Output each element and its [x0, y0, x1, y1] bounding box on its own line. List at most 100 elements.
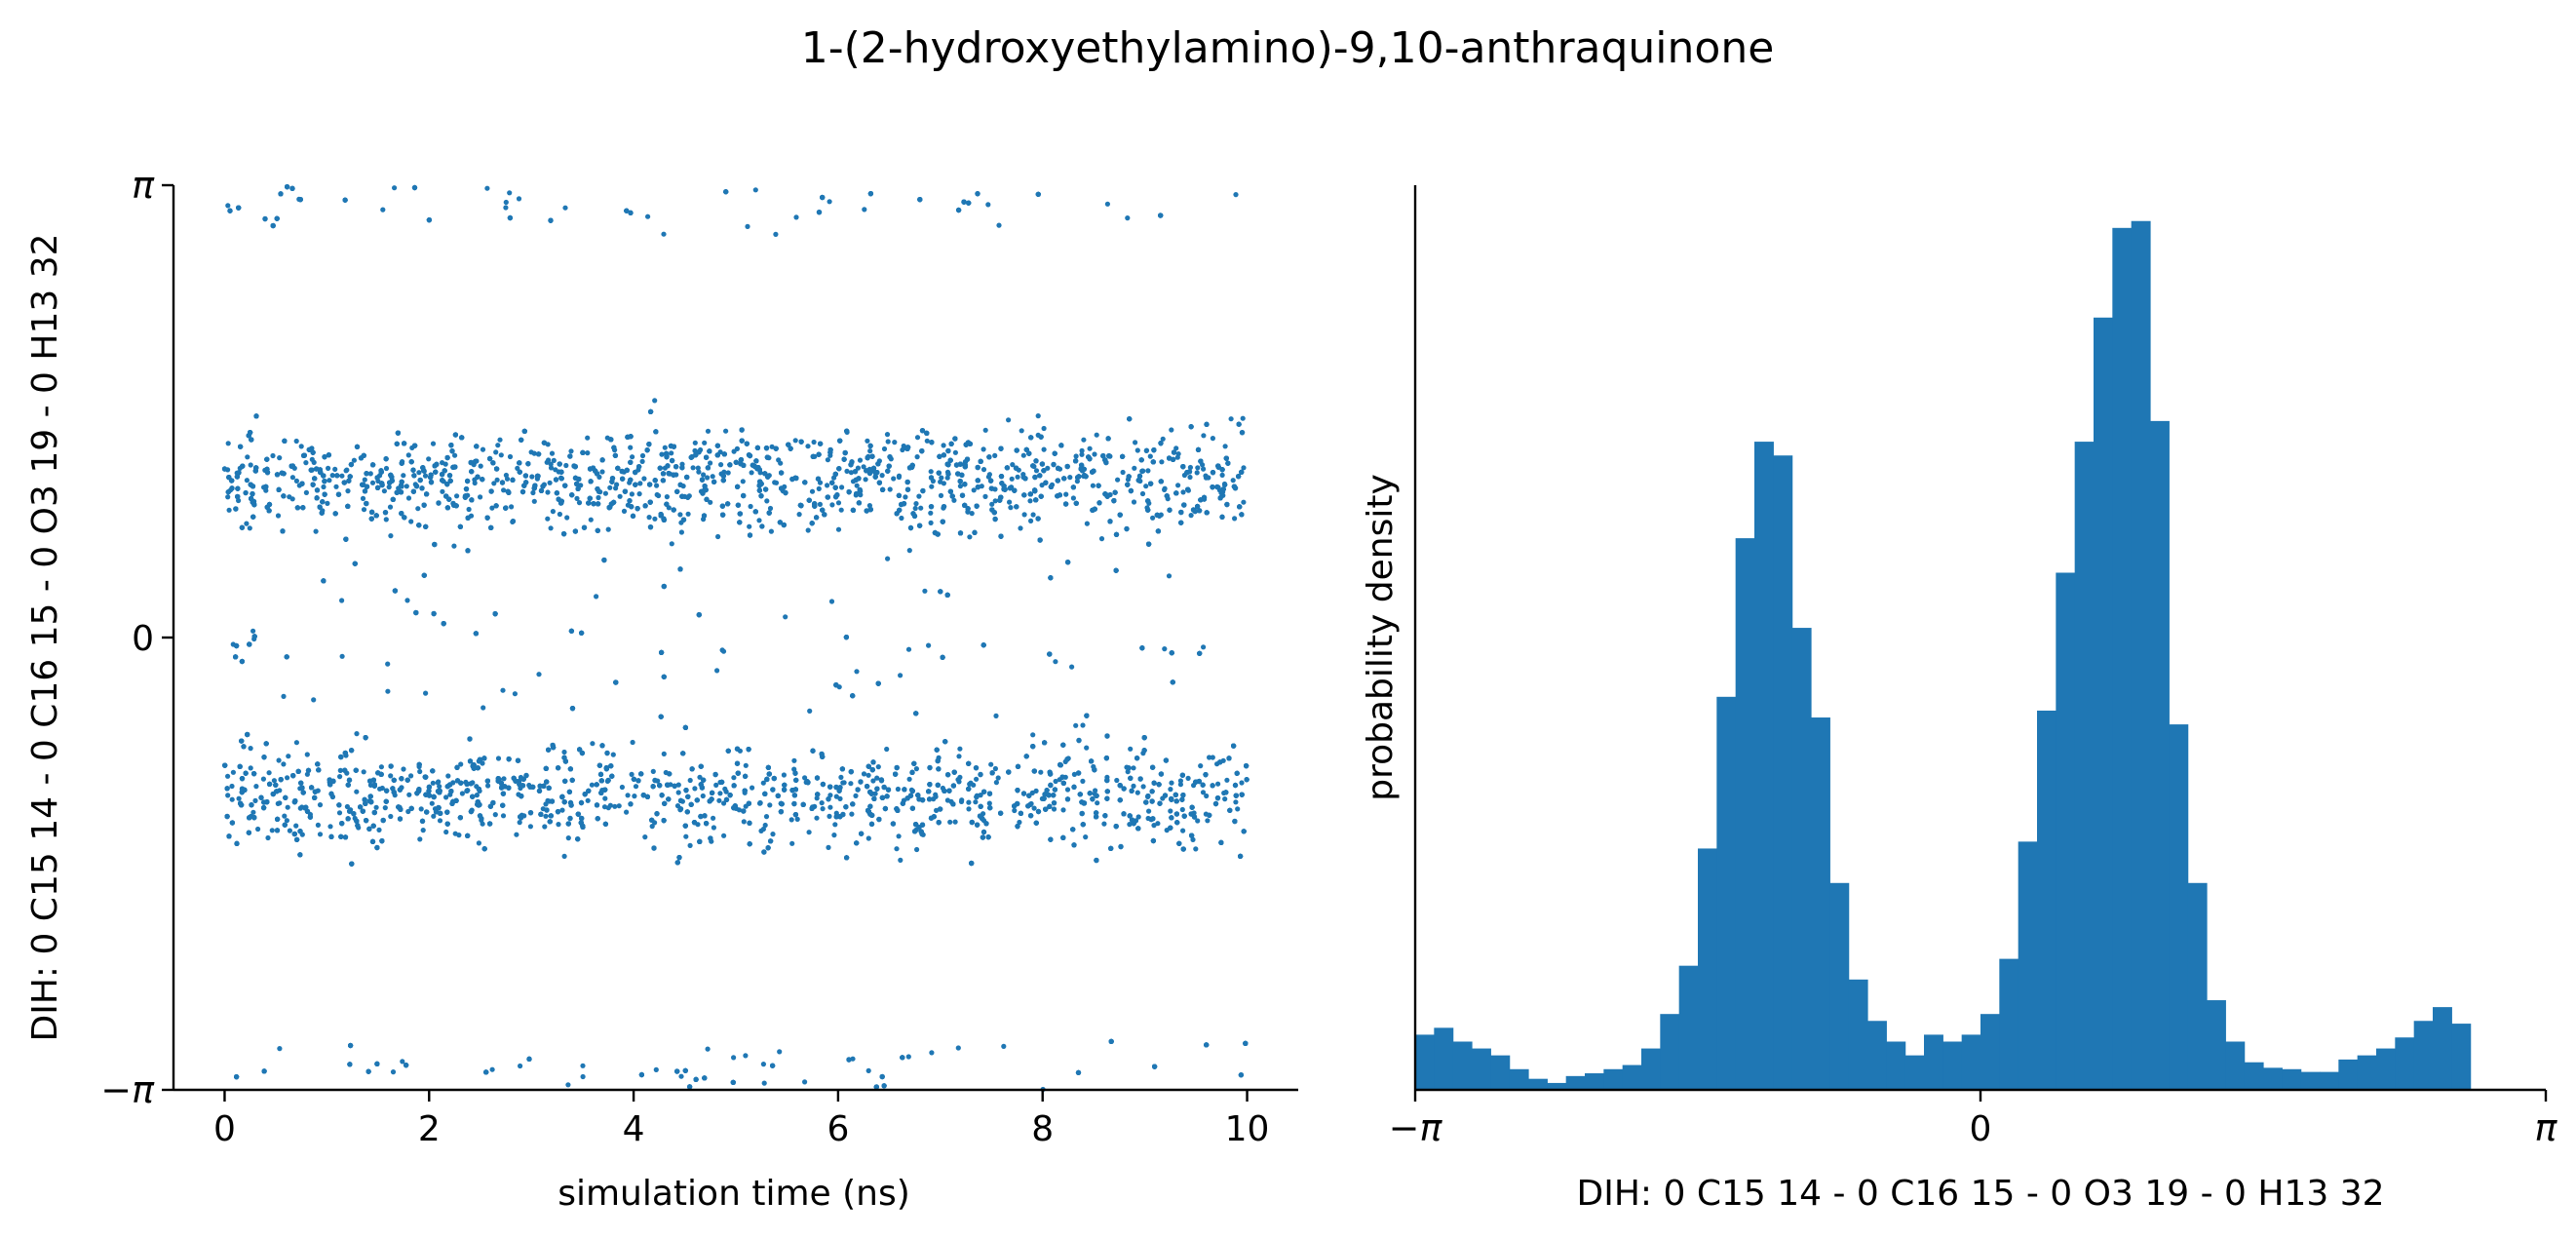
scatter-point	[952, 449, 959, 455]
scatter-point	[858, 492, 864, 498]
scatter-point	[695, 465, 701, 471]
scatter-point	[367, 782, 373, 789]
scatter-point	[561, 749, 567, 755]
scatter-point	[270, 452, 276, 459]
scatter-point	[236, 497, 242, 504]
scatter-point	[768, 528, 775, 534]
scatter-point	[333, 484, 339, 489]
scatter-point	[1173, 445, 1179, 451]
scatter-point	[271, 778, 277, 784]
scatter-point	[796, 512, 802, 518]
scatter-point	[229, 783, 235, 790]
scatter-point	[1101, 821, 1107, 827]
scatter-point	[329, 473, 335, 479]
scatter-point	[914, 435, 921, 441]
scatter-point	[281, 761, 287, 767]
scatter-point	[529, 474, 535, 480]
scatter-point	[848, 470, 855, 476]
scatter-point	[327, 824, 333, 830]
scatter-point	[692, 786, 698, 792]
scatter-point	[1175, 451, 1181, 457]
scatter-point	[286, 754, 291, 759]
scatter-point	[933, 794, 939, 799]
scatter-point	[1128, 746, 1134, 752]
scatter-point	[1150, 515, 1156, 521]
scatter-point	[602, 795, 608, 801]
scatter-point	[1132, 465, 1137, 471]
scatter-point	[944, 475, 950, 481]
scatter-point	[697, 774, 703, 780]
scatter-point	[973, 799, 979, 805]
scatter-point	[1162, 646, 1168, 652]
scatter-point	[969, 511, 975, 517]
scatter-point	[692, 440, 698, 445]
scatter-point	[493, 449, 499, 455]
scatter-point	[507, 453, 514, 460]
scatter-point	[731, 775, 737, 781]
scatter-point	[501, 776, 507, 782]
scatter-point	[480, 446, 486, 452]
scatter-point	[776, 457, 782, 463]
scatter-point	[452, 831, 458, 836]
scatter-point	[1210, 436, 1215, 442]
scatter-point	[236, 795, 242, 801]
scatter-point	[1194, 470, 1200, 476]
scatter-point	[317, 832, 324, 837]
scatter-point	[1131, 499, 1137, 505]
scatter-point	[838, 774, 844, 781]
scatter-point	[849, 811, 855, 817]
scatter-point	[1169, 780, 1174, 786]
scatter-point	[993, 713, 999, 719]
scatter-point	[957, 746, 963, 752]
scatter-point	[630, 454, 635, 460]
scatter-point	[988, 761, 994, 767]
scatter-point	[979, 484, 984, 489]
scatter-point	[905, 646, 912, 652]
scatter-point	[339, 653, 345, 659]
scatter-point	[827, 199, 832, 205]
scatter-point	[1222, 444, 1228, 449]
scatter-point	[315, 822, 321, 829]
scatter-point	[1233, 799, 1239, 805]
scatter-point	[783, 614, 788, 620]
scatter-point	[887, 486, 893, 492]
scatter-point	[1071, 771, 1077, 778]
scatter-point	[559, 807, 565, 813]
scatter-point	[641, 476, 647, 482]
scatter-point	[1053, 778, 1058, 785]
scatter-point	[430, 780, 436, 786]
scatter-point	[361, 769, 366, 775]
scatter-point	[1146, 808, 1152, 814]
figure-title: 1-(2-hydroxyethylamino)-9,10-anthraquino…	[801, 23, 1775, 73]
scatter-point	[248, 765, 253, 771]
scatter-point	[844, 468, 850, 474]
scatter-point	[718, 462, 724, 468]
scatter-point	[284, 818, 289, 824]
scatter-point	[922, 588, 928, 594]
scatter-point	[959, 797, 965, 803]
scatter-point	[1019, 428, 1024, 434]
scatter-point	[645, 213, 651, 219]
scatter-point	[619, 784, 626, 791]
scatter-point	[1131, 765, 1136, 771]
scatter-point	[1079, 451, 1085, 457]
scatter-point	[614, 482, 620, 487]
scatter-point	[1084, 745, 1090, 751]
scatter-point	[550, 509, 557, 515]
scatter-point	[696, 469, 702, 475]
scatter-point	[629, 771, 634, 778]
scatter-point	[304, 752, 310, 757]
scatter-point	[1028, 518, 1034, 524]
scatter-point	[819, 800, 825, 806]
scatter-point	[437, 818, 443, 824]
scatter-point	[767, 505, 774, 512]
scatter-point	[590, 741, 596, 747]
scatter-point	[764, 498, 770, 504]
scatter-point	[914, 454, 920, 460]
scatter-point	[1204, 793, 1210, 799]
scatter-point	[263, 487, 269, 493]
scatter-point	[642, 834, 648, 840]
scatter-point	[360, 495, 366, 501]
scatter-point	[385, 688, 391, 694]
scatter-point	[404, 598, 410, 603]
